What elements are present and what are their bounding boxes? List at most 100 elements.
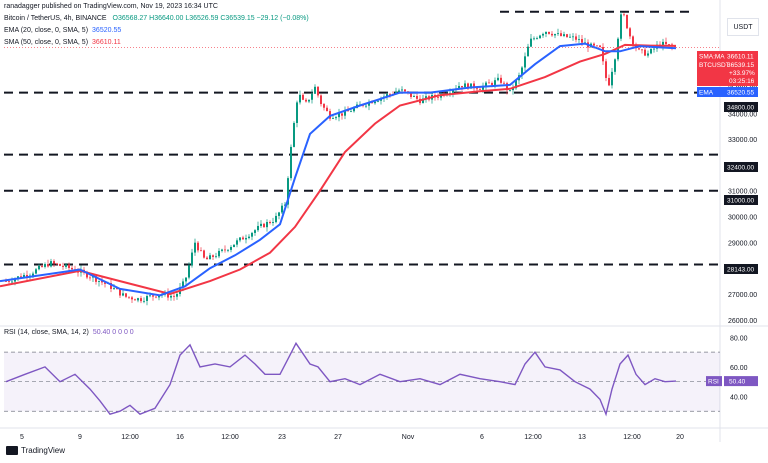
candle-body: [245, 238, 247, 240]
candle-body: [185, 277, 187, 282]
candle-body: [398, 90, 400, 92]
candle-body: [416, 95, 418, 99]
candle-body: [113, 288, 115, 289]
time-tick-label: 12:00: [121, 434, 139, 441]
footer-brand-text: TradingView: [21, 446, 66, 455]
candle-body: [572, 36, 574, 38]
candle-body: [500, 77, 502, 83]
candle-body: [203, 250, 205, 258]
candle-body: [353, 107, 355, 112]
time-tick-label: 12:00: [623, 434, 641, 441]
level-badge-value: 34800.00: [727, 105, 754, 112]
candle-body: [125, 293, 127, 297]
candle-body: [140, 298, 142, 302]
candle-body: [608, 77, 610, 86]
candle-body: [101, 280, 103, 283]
candle-body: [137, 298, 139, 301]
candle-body: [320, 95, 322, 105]
currency-label[interactable]: USDT: [727, 18, 759, 36]
candle-body: [479, 89, 481, 91]
rsi-legend[interactable]: RSI (14, close, SMA, 14, 2) 50.40 0 0 0 0: [4, 329, 134, 336]
candle-body: [200, 250, 202, 252]
symbol-title[interactable]: Bitcoin / TetherUS, 4h, BINANCE: [4, 15, 107, 22]
candle-body: [473, 83, 475, 89]
candle-body: [485, 82, 487, 86]
candle-body: [401, 89, 403, 91]
candle-body: [206, 257, 208, 260]
candle-body: [305, 99, 307, 102]
candle-body: [224, 249, 226, 251]
candle-body: [461, 85, 463, 88]
candle-body: [614, 59, 616, 72]
candle-body: [65, 264, 67, 267]
rsi-tick-label: 40.00: [730, 394, 748, 401]
candle-body: [293, 122, 295, 147]
indicator-lines: [0, 42, 677, 417]
indicator-price-badge: [697, 51, 758, 61]
candle-body: [38, 265, 40, 270]
ema-legend-value: 36520.55: [92, 27, 122, 34]
time-tick-label: 20: [676, 434, 684, 441]
candle-body: [599, 45, 601, 48]
candle-body: [134, 299, 136, 301]
candle-body: [209, 255, 211, 260]
candle-body: [230, 247, 232, 250]
candle-body: [287, 178, 289, 205]
candle-body: [50, 261, 52, 267]
candle-body: [350, 111, 352, 113]
candle-body: [14, 278, 16, 282]
symbol-line: Bitcoin / TetherUS, 4h, BINANCE O36568.2…: [4, 15, 313, 22]
last-price-value: 36539.15: [727, 62, 754, 69]
candle-body: [365, 105, 367, 107]
rsi-badge-value: 50.40: [729, 379, 746, 386]
candle-body: [644, 49, 646, 56]
candle-body: [542, 33, 544, 36]
indicator-price-badge: [697, 87, 758, 97]
candle-body: [197, 242, 199, 251]
candle-body: [347, 110, 349, 112]
candle-body: [458, 85, 460, 89]
candle-body: [425, 96, 427, 99]
candle-body: [332, 118, 334, 119]
publisher-line: ranadagger published on TradingView.com,…: [4, 3, 218, 10]
candle-body: [221, 249, 223, 251]
candle-body: [512, 88, 514, 91]
candle-body: [620, 14, 622, 39]
candle-body: [308, 99, 310, 102]
price-tick-label: 30000.00: [728, 215, 757, 222]
candle-body: [623, 14, 625, 16]
candle-body: [647, 53, 649, 56]
candle-body: [317, 86, 319, 96]
candle-body: [497, 77, 499, 81]
time-tick-label: 9: [78, 434, 82, 441]
candle-body: [341, 113, 343, 116]
candle-body: [566, 34, 568, 38]
time-tick-label: 6: [480, 434, 484, 441]
candle-body: [524, 56, 526, 68]
sma-legend[interactable]: SMA (50, close, 0, SMA, 5) 36610.11: [4, 39, 121, 46]
candle-body: [110, 282, 112, 289]
candle-body: [554, 34, 556, 36]
candle-body: [437, 96, 439, 98]
rsi-value-badge: [724, 376, 758, 387]
candle-body: [59, 263, 61, 266]
level-badge-value: 28143.00: [727, 267, 754, 274]
candle-body: [311, 93, 313, 100]
rsi-tick-label: 80.00: [730, 335, 748, 342]
candle-body: [158, 295, 160, 298]
level-badge-value: 31000.00: [727, 198, 754, 205]
rsi-line: [5, 341, 677, 417]
time-tick-label: Nov: [402, 434, 415, 441]
candle-body: [119, 289, 121, 296]
candle-body: [44, 264, 46, 267]
time-tick-label: 5: [20, 434, 24, 441]
ema-legend[interactable]: EMA (20, close, 0, SMA, 5) 36520.55: [4, 27, 122, 34]
candle-body: [68, 264, 70, 268]
candle-body: [254, 230, 256, 233]
rsi-tick-label: 60.00: [730, 365, 748, 372]
rsi-legend-value: 50.40 0 0 0 0: [92, 329, 134, 336]
price-labels: SMA:MA 36610.11BTCUSDT36539.15+33.97%03:2…: [697, 51, 758, 387]
candle-body: [581, 39, 583, 43]
candle-body: [116, 288, 118, 290]
